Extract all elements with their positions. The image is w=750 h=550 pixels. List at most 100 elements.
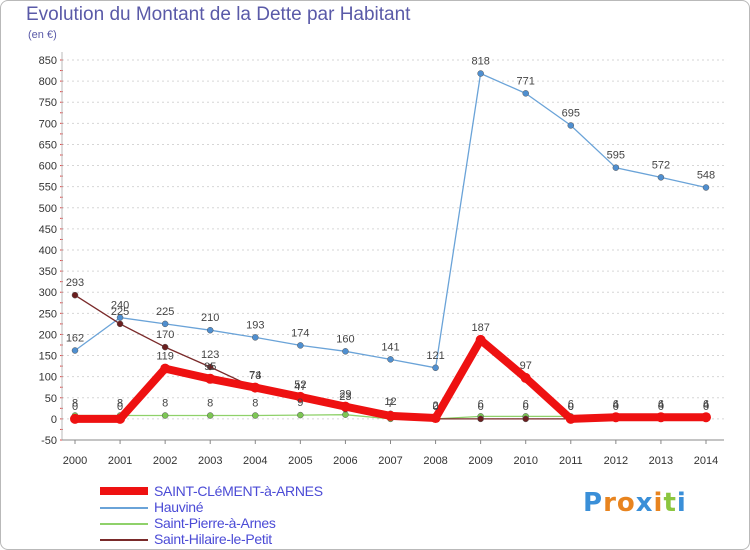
legend-label: Saint-Hilaire-le-Petit xyxy=(154,531,272,547)
data-point xyxy=(206,363,214,371)
y-tick-label: 600 xyxy=(39,161,57,173)
data-label: 0 xyxy=(613,401,619,413)
data-label: 0 xyxy=(568,401,574,413)
data-point xyxy=(612,164,620,171)
y-tick-label: 300 xyxy=(39,287,57,299)
x-tick-label: 2012 xyxy=(604,455,628,467)
data-point xyxy=(160,363,171,374)
data-label: 123 xyxy=(201,349,219,361)
x-tick-label: 2001 xyxy=(108,455,132,467)
data-label: 818 xyxy=(471,56,489,68)
data-label: 0 xyxy=(523,401,529,413)
data-point xyxy=(387,356,394,363)
data-point xyxy=(340,401,351,412)
data-label: 47 xyxy=(294,381,306,393)
data-label: 12 xyxy=(384,396,396,408)
logo-letter: t xyxy=(663,488,677,518)
y-tick-label: 400 xyxy=(39,245,57,257)
data-label: 6 xyxy=(568,398,574,410)
y-tick-label: 150 xyxy=(39,351,57,363)
data-label: 4 xyxy=(658,399,664,411)
x-tick-label: 2008 xyxy=(423,455,447,467)
data-label: 771 xyxy=(517,75,535,87)
data-label: 0 xyxy=(117,401,123,413)
y-tick-label: 500 xyxy=(39,203,57,215)
y-tick-label: 800 xyxy=(39,76,57,88)
x-tick-label: 2002 xyxy=(153,455,177,467)
data-point xyxy=(610,412,621,423)
data-label: 4 xyxy=(703,399,709,411)
line-chart: -500501001502002503003504004505005506006… xyxy=(39,52,724,467)
data-label: 193 xyxy=(246,319,264,331)
x-tick-label: 2000 xyxy=(63,455,87,467)
proxiti-logo: Proxiti xyxy=(583,488,687,518)
y-tick-label: 250 xyxy=(39,308,57,320)
data-label: 52 xyxy=(294,379,306,391)
data-label: 9 xyxy=(297,397,303,409)
data-label: 121 xyxy=(426,350,444,362)
data-label: 695 xyxy=(562,107,580,119)
data-label: 572 xyxy=(652,159,670,171)
data-label: 8 xyxy=(72,398,78,410)
logo-letter: o xyxy=(616,488,636,518)
data-label: 7 xyxy=(387,398,393,410)
data-label: 2 xyxy=(433,400,439,412)
data-label: 0 xyxy=(658,401,664,413)
data-label: 0 xyxy=(478,401,484,413)
y-tick-label: 700 xyxy=(39,118,57,130)
data-point xyxy=(206,412,214,419)
data-label: 0 xyxy=(568,401,574,413)
data-label: 8 xyxy=(207,398,213,410)
data-point xyxy=(161,412,169,419)
data-label: 293 xyxy=(66,277,84,289)
data-point xyxy=(701,412,711,423)
chart-title: Evolution du Montant de la Dette par Hab… xyxy=(26,4,411,25)
data-point xyxy=(250,382,261,393)
data-label: 6 xyxy=(478,398,484,410)
x-tick-label: 2011 xyxy=(559,455,583,467)
data-label: 6 xyxy=(523,398,529,410)
data-point xyxy=(70,413,80,424)
data-point xyxy=(657,174,665,181)
data-label: 74 xyxy=(249,370,261,382)
data-point xyxy=(432,364,439,372)
data-point xyxy=(161,320,169,328)
data-label: 0 xyxy=(703,401,709,413)
data-point xyxy=(206,326,214,334)
data-label: 225 xyxy=(111,306,129,318)
logo-letter: P xyxy=(583,488,604,518)
data-label: 548 xyxy=(697,170,715,182)
legend-swatch xyxy=(100,507,148,509)
data-point xyxy=(205,373,216,384)
data-label: 595 xyxy=(607,150,625,162)
data-point xyxy=(71,347,79,354)
data-label: 29 xyxy=(339,389,351,401)
data-label: 170 xyxy=(156,329,174,341)
x-tick-label: 2013 xyxy=(649,455,673,467)
data-label: 6 xyxy=(703,398,709,410)
y-tick-label: 200 xyxy=(39,329,57,341)
data-label: 174 xyxy=(291,327,309,339)
data-point xyxy=(477,70,484,77)
data-label: 6 xyxy=(613,398,619,410)
data-point xyxy=(430,413,441,424)
logo-letter: i xyxy=(653,488,664,518)
data-label: 8 xyxy=(162,398,168,410)
data-point xyxy=(115,413,126,424)
data-label: 4 xyxy=(613,399,619,411)
x-tick-label: 2005 xyxy=(288,455,312,467)
data-label: 8 xyxy=(117,398,123,410)
y-tick-label: 550 xyxy=(39,182,57,194)
data-label: 8 xyxy=(252,398,258,410)
data-point xyxy=(342,348,349,355)
data-point xyxy=(71,291,79,299)
y-tick-label: 650 xyxy=(39,139,57,151)
legend-label: Hauviné xyxy=(154,499,204,515)
data-point xyxy=(297,342,304,349)
data-point xyxy=(702,184,710,191)
y-tick-label: 50 xyxy=(45,393,57,405)
data-point xyxy=(161,343,169,351)
x-tick-label: 2009 xyxy=(468,455,492,467)
legend-label: SAINT-CLéMENT-à-ARNES xyxy=(154,483,323,499)
